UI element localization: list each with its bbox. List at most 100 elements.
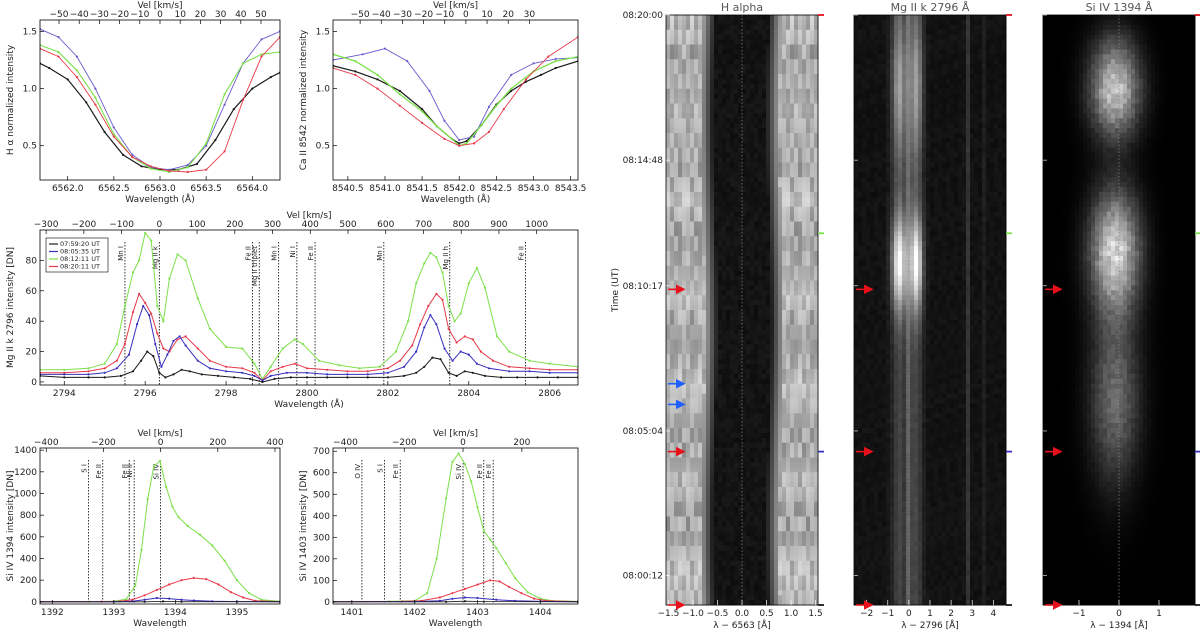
pixel (710, 133, 715, 139)
pixel (666, 369, 671, 375)
pixel (718, 388, 723, 394)
pixel (810, 354, 815, 360)
pixel (794, 428, 799, 434)
pixel (722, 516, 727, 522)
pixel (774, 398, 779, 404)
data-point (242, 62, 245, 65)
pixel (686, 118, 691, 124)
pixel (670, 472, 675, 478)
pixel (782, 128, 787, 134)
pixel (806, 187, 811, 193)
pixel (754, 437, 759, 444)
pixel (726, 359, 731, 365)
pixel (786, 541, 791, 547)
pixel (734, 78, 739, 85)
pixel (742, 54, 747, 60)
pixel (726, 98, 731, 104)
pixel (690, 241, 695, 247)
pixel (806, 452, 811, 458)
pixel (702, 201, 707, 208)
pixel (730, 103, 735, 109)
pixel (810, 251, 815, 257)
pixel (750, 364, 755, 370)
pixel (798, 54, 803, 60)
pixel (770, 196, 775, 203)
pixel (810, 408, 815, 414)
pixel (686, 428, 691, 434)
pixel (802, 511, 807, 517)
pixel (710, 550, 715, 557)
data-point (223, 103, 226, 106)
pixel (738, 550, 743, 557)
pixel (686, 231, 691, 237)
pixel (754, 172, 759, 178)
pixel (722, 177, 727, 183)
pixel (786, 546, 791, 552)
pixel (682, 182, 687, 188)
pixel (690, 93, 695, 99)
pixel (794, 334, 799, 340)
pixel (766, 437, 771, 444)
pixel (762, 162, 767, 168)
vel-tick-label: −50 (50, 10, 69, 20)
pixel (694, 447, 699, 453)
pixel (770, 413, 775, 419)
pixel (694, 506, 699, 512)
pixel (666, 54, 671, 60)
pixel (714, 265, 719, 272)
pixel (758, 482, 763, 488)
pixel (814, 295, 819, 301)
pixel (802, 472, 807, 478)
pixel (750, 201, 755, 208)
pixel (794, 487, 799, 493)
pixel (758, 251, 763, 257)
pixel (698, 378, 703, 385)
pixel (710, 39, 715, 45)
pixel (798, 300, 803, 306)
pixel (762, 565, 767, 571)
y-tick-label: 1.0 (316, 85, 331, 95)
pixel (666, 64, 671, 70)
pixel (670, 305, 675, 311)
pixel (670, 108, 675, 114)
pixel (786, 388, 791, 394)
pixel (790, 49, 795, 55)
pixel (710, 295, 715, 301)
pixel (674, 290, 679, 296)
pixel (766, 339, 771, 345)
pixel (774, 206, 779, 213)
pixel (742, 398, 747, 404)
pixel (778, 59, 783, 65)
pixel (666, 182, 671, 188)
pixel (770, 482, 775, 488)
pixel (682, 423, 687, 429)
pixel (694, 472, 699, 478)
pixel (762, 423, 767, 429)
pixel (710, 88, 715, 95)
pixel (738, 349, 743, 355)
pixel (694, 206, 699, 213)
pixel (666, 491, 671, 498)
pixel (714, 133, 719, 139)
pixel (730, 206, 735, 213)
pixel (754, 157, 759, 163)
pixel (746, 221, 751, 227)
pixel (754, 487, 759, 493)
pixel (694, 295, 699, 301)
pixel (718, 44, 723, 50)
data-point (214, 138, 217, 142)
pixel (674, 74, 679, 80)
pixel (750, 196, 755, 203)
pixel (674, 147, 679, 154)
pixel (786, 93, 791, 99)
pixel (726, 44, 731, 50)
pixel (766, 64, 771, 70)
pixel (722, 29, 727, 36)
pixel (778, 496, 783, 503)
pixel (726, 349, 731, 355)
pixel (778, 157, 783, 163)
pixel (722, 221, 727, 227)
pixel (726, 408, 731, 414)
pixel (674, 246, 679, 252)
pixel (742, 383, 747, 390)
